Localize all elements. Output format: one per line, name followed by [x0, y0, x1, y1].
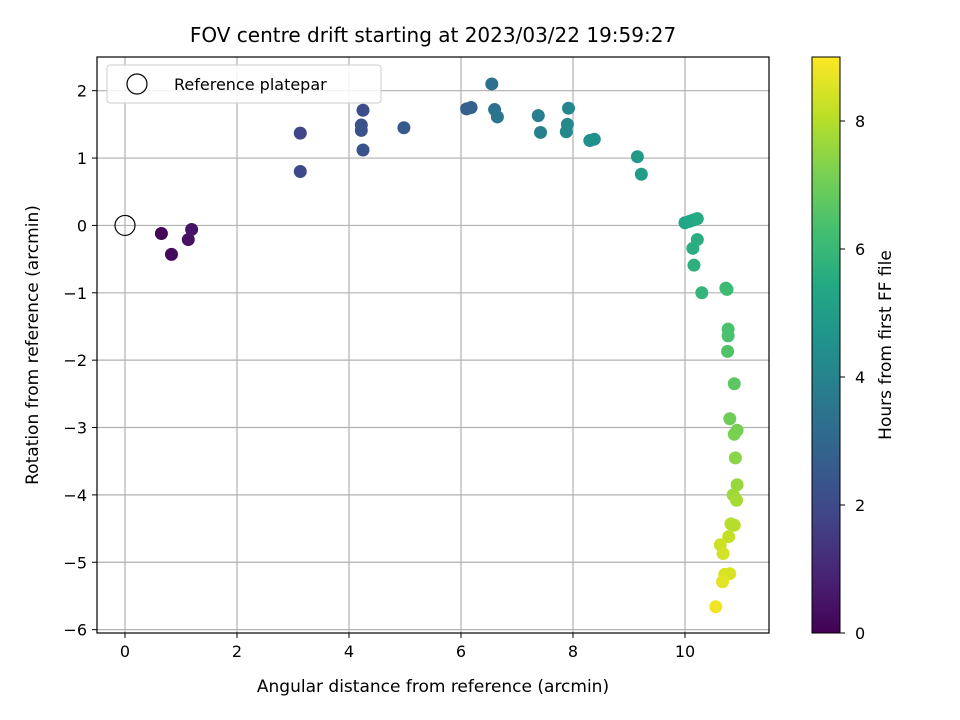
x-tick-label: 4: [344, 642, 354, 661]
data-point: [559, 125, 573, 139]
data-point: [154, 227, 168, 241]
colorbar-tick-label: 6: [855, 240, 865, 259]
data-point: [730, 478, 744, 492]
x-tick-label: 10: [675, 642, 695, 661]
legend-marker-icon: [126, 73, 148, 95]
data-point: [293, 126, 307, 140]
data-point: [531, 109, 545, 123]
grid: [97, 57, 769, 633]
data-point: [695, 286, 709, 300]
y-tick-label: 2: [77, 82, 87, 101]
colorbar-tick-label: 4: [855, 368, 865, 387]
data-point: [721, 344, 735, 358]
data-point: [721, 329, 735, 343]
data-point: [716, 575, 730, 589]
data-point: [356, 103, 370, 117]
data-point: [727, 427, 741, 441]
x-axis-ticks: 0 2 4 6 8 10: [120, 633, 695, 661]
y-axis-ticks: −6 −5 −4 −3 −2 −1 0 1 2: [63, 82, 97, 640]
colorbar: 0 2 4 6 8 Hours from first FF file: [811, 56, 896, 643]
data-point: [720, 282, 734, 296]
data-point: [490, 110, 504, 124]
y-tick-label: −2: [63, 351, 87, 370]
data-point: [356, 143, 370, 157]
data-point: [727, 377, 741, 391]
data-points: [154, 77, 744, 614]
data-point: [464, 101, 478, 115]
legend: Reference platepar: [106, 64, 382, 104]
x-axis-label: Angular distance from reference (arcmin): [257, 677, 609, 697]
data-point: [687, 258, 701, 272]
data-point: [562, 101, 576, 115]
plot-area-frame: [96, 56, 770, 634]
colorbar-tick-label: 0: [855, 624, 865, 643]
x-tick-label: 6: [456, 642, 466, 661]
legend-entry-label: Reference platepar: [174, 75, 327, 94]
data-point: [181, 233, 195, 247]
data-point: [630, 150, 644, 164]
colorbar-label: Hours from first FF file: [876, 250, 896, 440]
reference-platepar-marker: [114, 214, 136, 237]
y-tick-label: −1: [63, 284, 87, 303]
data-point: [534, 125, 548, 139]
data-point: [164, 247, 178, 261]
reference-marker-group: [114, 214, 136, 237]
data-point: [730, 493, 744, 507]
data-point: [690, 233, 704, 247]
x-tick-label: 0: [120, 642, 130, 661]
data-point: [354, 123, 368, 137]
data-point: [185, 222, 199, 236]
y-tick-label: 1: [77, 149, 87, 168]
colorbar-tick-label: 8: [855, 112, 865, 131]
data-point: [722, 530, 736, 544]
y-tick-label: −3: [63, 419, 87, 438]
y-axis-label: Rotation from reference (arcmin): [23, 205, 43, 485]
y-tick-label: 0: [77, 216, 87, 235]
data-point: [634, 167, 648, 181]
colorbar-ticks: 0 2 4 6 8: [840, 112, 865, 643]
y-tick-label: −4: [63, 486, 87, 505]
legend-box: [106, 64, 382, 104]
colorbar-tick-label: 2: [855, 496, 865, 515]
data-point: [728, 451, 742, 465]
data-point: [716, 547, 730, 561]
data-point: [727, 518, 741, 532]
data-point: [690, 212, 704, 226]
data-point: [723, 412, 737, 426]
x-tick-label: 8: [568, 642, 578, 661]
x-tick-label: 2: [232, 642, 242, 661]
data-point: [397, 121, 411, 135]
data-point: [485, 77, 499, 91]
colorbar-gradient: [811, 56, 841, 634]
y-tick-label: −6: [63, 621, 87, 640]
data-point: [709, 600, 723, 614]
chart-title: FOV centre drift starting at 2023/03/22 …: [190, 23, 676, 47]
y-tick-label: −5: [63, 553, 87, 572]
data-point: [293, 165, 307, 179]
data-point: [587, 132, 601, 146]
